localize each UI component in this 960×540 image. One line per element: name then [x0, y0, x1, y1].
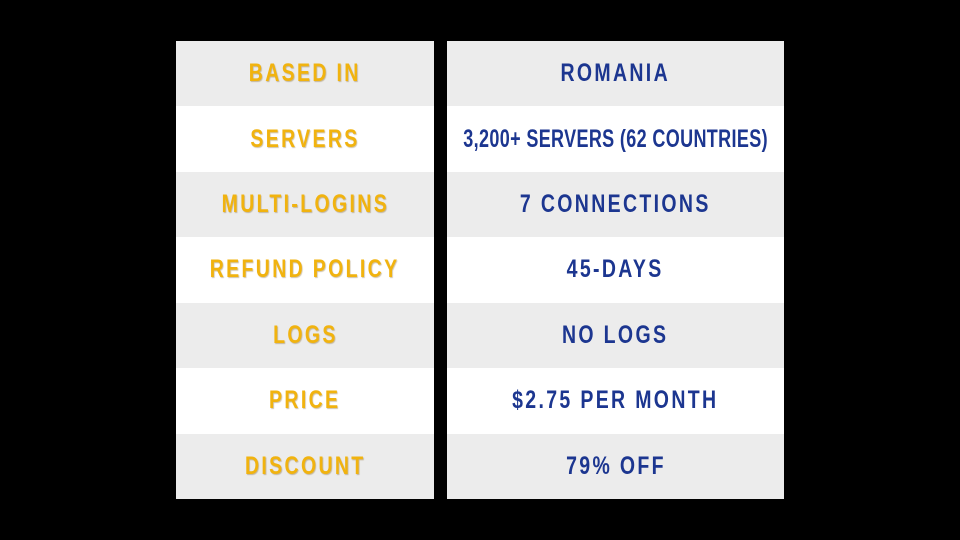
label-cell-logs: LOGS	[176, 302, 434, 369]
value-cell-logs: NO LOGS	[447, 302, 784, 369]
value-column: ROMANIA 3,200+ SERVERS (62 COUNTRIES) 7 …	[447, 41, 784, 499]
value-text: 7 CONNECTIONS	[520, 190, 711, 219]
label-text: BASED IN	[249, 59, 361, 88]
value-cell-based-in: ROMANIA	[447, 41, 784, 107]
value-cell-refund-policy: 45-DAYS	[447, 237, 784, 303]
value-text: ROMANIA	[560, 59, 671, 88]
label-text: SERVERS	[250, 124, 360, 153]
value-text: $2.75 PER MONTH	[512, 386, 719, 415]
value-cell-discount: 79% OFF	[447, 433, 784, 499]
value-text: NO LOGS	[562, 320, 669, 349]
value-cell-servers: 3,200+ SERVERS (62 COUNTRIES)	[447, 106, 784, 172]
label-text: REFUND POLICY	[210, 255, 400, 284]
label-cell-refund-policy: REFUND POLICY	[176, 237, 434, 303]
value-cell-price: $2.75 PER MONTH	[447, 368, 784, 434]
label-text: LOGS	[272, 320, 338, 349]
value-cell-multi-logins: 7 CONNECTIONS	[447, 171, 784, 238]
label-cell-discount: DISCOUNT	[176, 433, 434, 499]
label-cell-price: PRICE	[176, 368, 434, 434]
value-text: 3,200+ SERVERS (62 COUNTRIES)	[463, 124, 768, 153]
label-cell-multi-logins: MULTI-LOGINS	[176, 171, 434, 238]
label-text: PRICE	[269, 386, 341, 415]
value-text: 79% OFF	[565, 451, 666, 480]
label-column: BASED IN SERVERS MULTI-LOGINS REFUND POL…	[176, 41, 434, 499]
label-cell-servers: SERVERS	[176, 106, 434, 172]
value-text: 45-DAYS	[567, 255, 664, 284]
label-text: DISCOUNT	[244, 451, 366, 480]
label-cell-based-in: BASED IN	[176, 41, 434, 107]
label-text: MULTI-LOGINS	[221, 190, 389, 219]
